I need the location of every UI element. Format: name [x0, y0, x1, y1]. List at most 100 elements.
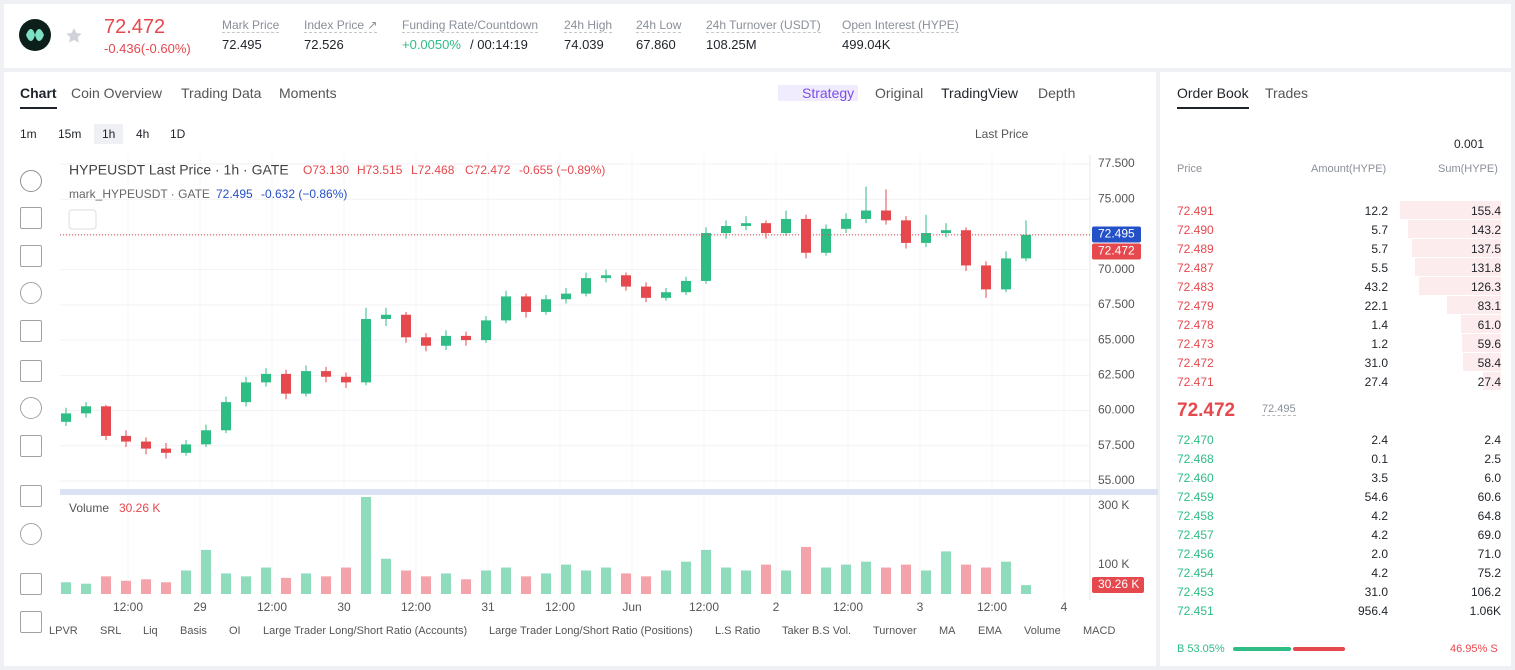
tab[interactable]: Trading Data: [181, 85, 262, 101]
view-tab[interactable]: Strategy: [778, 85, 859, 101]
sum: 60.6: [1477, 490, 1501, 504]
interval[interactable]: 15m: [58, 127, 82, 141]
x-tick-label: 31: [481, 600, 495, 614]
price-type[interactable]: Last Price: [975, 127, 1029, 141]
indicator[interactable]: OI: [229, 625, 241, 637]
volume-bar: [81, 583, 91, 594]
ob-last: 72.472: [1177, 400, 1236, 421]
price: 72.451: [1177, 604, 1214, 618]
volume-bar: [681, 561, 691, 594]
indicator[interactable]: MA: [939, 625, 956, 637]
legend-text: -0.632 (−0.86%): [261, 187, 347, 201]
drawing-tool[interactable]: [20, 207, 42, 229]
volume-bar: [961, 564, 971, 594]
drawing-tool[interactable]: [20, 360, 42, 382]
legend-text: HYPEUSDT Last Price · 1h · GATE: [69, 162, 289, 178]
x-tick-label: 12:00: [833, 600, 863, 614]
volume-tag: [1092, 577, 1144, 593]
candle-body: [781, 218, 791, 234]
candle-body: [101, 406, 111, 436]
volume-bar: [521, 576, 531, 594]
tab[interactable]: Moments: [279, 85, 337, 101]
drawing-tool[interactable]: [20, 573, 42, 595]
drawing-tool[interactable]: [20, 485, 42, 507]
view-tab[interactable]: TradingView: [941, 85, 1019, 101]
sell-ratio-bar: [1293, 647, 1345, 651]
tab[interactable]: Coin Overview: [71, 85, 163, 101]
indicator[interactable]: Volume: [1024, 625, 1061, 637]
interval[interactable]: 4h: [136, 127, 150, 141]
view-tab[interactable]: Original: [875, 85, 924, 101]
indicator[interactable]: Turnover: [873, 625, 917, 637]
depth-bar: [1462, 334, 1501, 352]
indicator[interactable]: MACD: [1083, 625, 1116, 637]
indicator[interactable]: LPVR: [49, 625, 78, 637]
view-tab[interactable]: Depth: [1038, 85, 1076, 101]
stat-label: Open Interest (HYPE): [842, 18, 959, 33]
volume-bar: [721, 567, 731, 594]
volume-bar: [881, 567, 891, 594]
indicator[interactable]: Basis: [180, 625, 207, 637]
depth-bar: [1461, 315, 1501, 333]
ob-tab[interactable]: Trades: [1265, 85, 1309, 101]
candle-body: [281, 373, 291, 394]
drawing-tool[interactable]: [20, 170, 42, 192]
drawing-tool[interactable]: [20, 611, 42, 633]
candle-body: [521, 296, 531, 312]
volume-bar: [861, 561, 871, 594]
volume-bar: [461, 579, 471, 594]
ob-tab[interactable]: Order Book: [1177, 85, 1249, 109]
amount: 956.4: [1357, 604, 1388, 618]
drawing-tool[interactable]: [20, 320, 42, 342]
precision[interactable]: 0.001: [1454, 137, 1485, 151]
drawing-tool[interactable]: [20, 245, 42, 267]
indicator[interactable]: SRL: [100, 625, 122, 637]
drawing-tool[interactable]: [20, 523, 42, 545]
x-tick-label: 29: [193, 600, 207, 614]
price: 72.487: [1177, 261, 1214, 275]
amount: 1.2: [1371, 337, 1388, 351]
drawing-tool[interactable]: [20, 435, 42, 457]
y-tick-label: 100 K: [1098, 557, 1129, 571]
price-change: -0.436(-0.60%): [104, 41, 191, 56]
drawing-tool[interactable]: [20, 397, 42, 419]
volume-bar: [801, 546, 811, 594]
candle-body: [981, 265, 991, 290]
sum: 1.06K: [1469, 604, 1501, 618]
candle-body: [581, 278, 591, 294]
candle-body: [721, 225, 731, 234]
indicator[interactable]: EMA: [978, 625, 1002, 637]
tab[interactable]: Chart: [20, 85, 57, 109]
volume-bar: [981, 567, 991, 594]
indicator[interactable]: L.S Ratio: [715, 625, 761, 637]
volume-bar: [301, 573, 311, 594]
indicator[interactable]: Large Trader Long/Short Ratio (Accounts): [263, 625, 468, 637]
interval[interactable]: 1D: [170, 127, 186, 141]
drawing-tool[interactable]: [20, 282, 42, 304]
favorite-star[interactable]: [64, 26, 84, 46]
candle-body: [541, 299, 551, 312]
stat-value: +0.0050%: [402, 37, 461, 52]
legend-text: O73.130: [303, 163, 349, 177]
interval[interactable]: 1h: [94, 124, 124, 144]
indicator[interactable]: Liq: [143, 625, 158, 637]
volume-bar: [141, 579, 151, 594]
candle-body: [761, 223, 771, 234]
orderbook-panel: [1160, 72, 1511, 666]
sum: 61.0: [1477, 318, 1501, 332]
volume-bar: [601, 567, 611, 594]
indicator[interactable]: Large Trader Long/Short Ratio (Positions…: [489, 625, 693, 637]
depth-bar: [1463, 353, 1501, 371]
volume-bar: [221, 573, 231, 594]
sum: 2.4: [1484, 433, 1501, 447]
interval[interactable]: 1m: [20, 127, 37, 141]
volume-bar: [921, 570, 931, 594]
amount: 1.4: [1371, 318, 1388, 332]
price: 72.456: [1177, 547, 1214, 561]
volume-bar: [661, 570, 671, 594]
indicator[interactable]: Taker B.S Vol.: [782, 625, 852, 637]
price: 72.459: [1177, 490, 1214, 504]
candle-body: [861, 210, 871, 219]
price: 72.478: [1177, 318, 1214, 332]
y-tick-label: 70.000: [1098, 262, 1135, 276]
